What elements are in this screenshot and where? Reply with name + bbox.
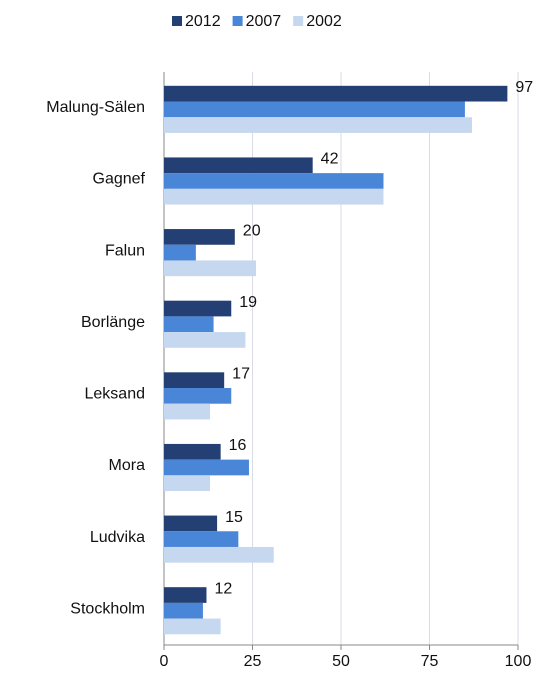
data-label: 20 [243, 222, 261, 239]
bar [164, 157, 313, 174]
bar [164, 244, 196, 261]
y-tick-label: Malung-Sälen [46, 99, 145, 116]
bar [164, 515, 218, 532]
legend-swatch [232, 16, 243, 26]
data-label: 15 [225, 509, 243, 526]
bar [164, 587, 207, 603]
data-label: 42 [321, 151, 339, 168]
legend-label: 2012 [185, 13, 221, 30]
bar [164, 316, 214, 333]
bar [164, 388, 232, 404]
legend-swatch [293, 16, 304, 26]
bar [164, 229, 235, 245]
bar [164, 85, 508, 102]
bar [164, 475, 211, 492]
bar [164, 531, 239, 547]
data-label: 12 [214, 580, 232, 597]
y-tick-label: Leksand [85, 386, 146, 403]
x-tick-label: 0 [160, 653, 169, 670]
bar [164, 332, 246, 348]
x-tick-label: 75 [421, 653, 439, 670]
x-tick-label: 100 [505, 653, 532, 670]
y-tick-label: Mora [109, 457, 146, 474]
bar [164, 459, 249, 476]
x-tick-label: 25 [244, 653, 262, 670]
data-label: 16 [229, 437, 247, 454]
legend-label: 2002 [306, 13, 342, 30]
legend-label: 2007 [246, 13, 282, 30]
y-tick-label: Stockholm [70, 600, 145, 617]
y-tick-label: Ludvika [90, 529, 145, 546]
bar [164, 618, 221, 635]
bar [164, 260, 257, 277]
data-label: 97 [515, 79, 533, 96]
bar [164, 372, 225, 389]
bar [164, 101, 465, 118]
bar [164, 117, 472, 133]
bar [164, 602, 203, 619]
bar [164, 173, 384, 189]
y-tick-label: Gagnef [93, 171, 146, 188]
data-label: 19 [239, 294, 257, 311]
bar [164, 443, 221, 460]
x-tick-label: 50 [332, 653, 350, 670]
y-tick-label: Falun [105, 242, 145, 259]
bar [164, 188, 384, 205]
bar [164, 300, 232, 317]
bar [164, 403, 211, 420]
legend-swatch [172, 16, 182, 26]
bar [164, 546, 274, 563]
y-tick-label: Borlänge [81, 314, 145, 331]
data-label: 17 [232, 366, 250, 383]
